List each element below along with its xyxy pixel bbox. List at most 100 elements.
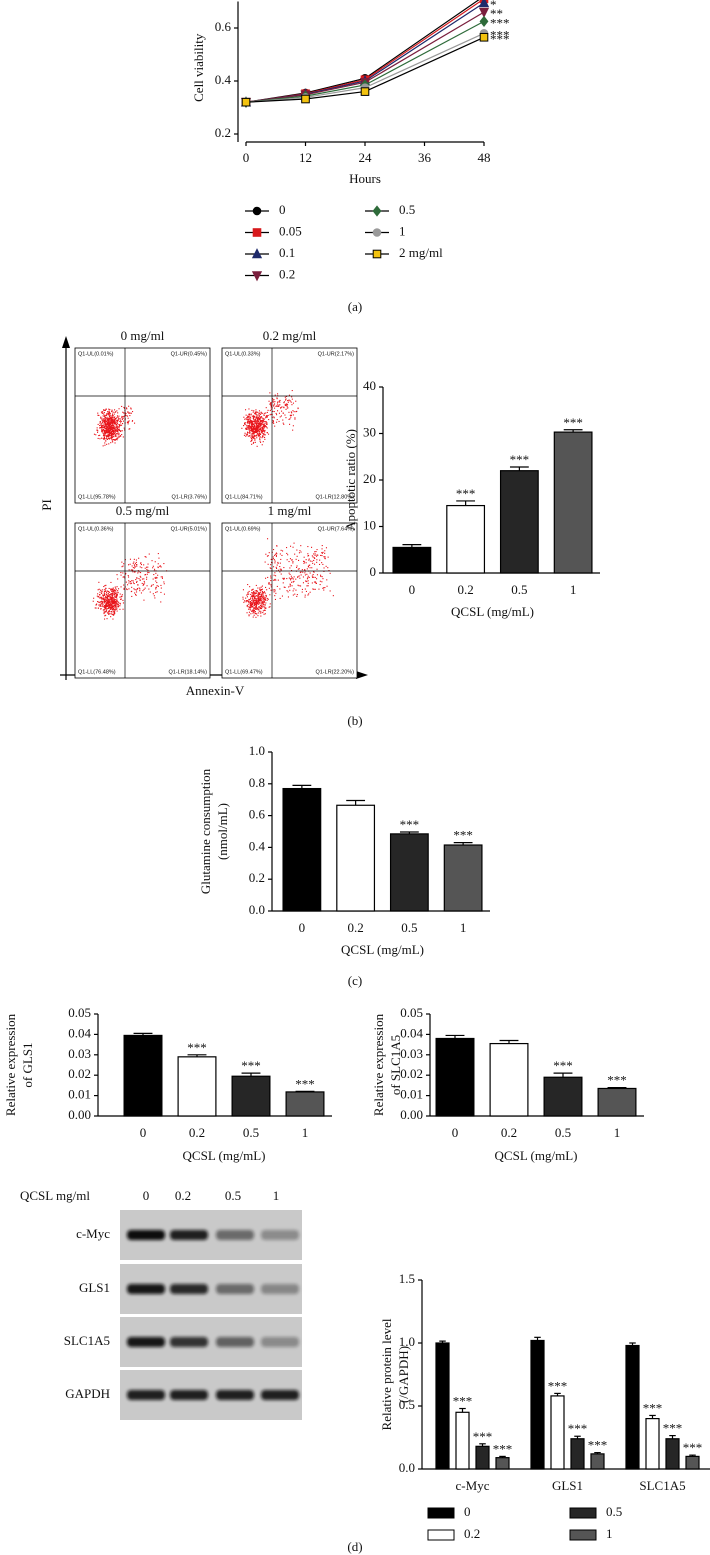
- flow-arrow: [62, 336, 70, 348]
- event-dot: [250, 425, 252, 427]
- event-dot: [104, 585, 106, 587]
- event-dot: [255, 414, 257, 416]
- event-dot: [105, 428, 107, 430]
- event-dot: [108, 428, 110, 430]
- event-dot: [115, 596, 117, 598]
- event-dot: [260, 604, 262, 606]
- event-dot: [260, 590, 262, 592]
- event-dot: [111, 429, 113, 431]
- event-dot: [251, 600, 253, 602]
- event-dot: [117, 430, 119, 432]
- event-dot: [118, 428, 120, 430]
- event-dot: [110, 611, 112, 613]
- event-dot: [256, 416, 258, 418]
- event-dot: [270, 589, 272, 591]
- event-dot: [102, 599, 104, 601]
- event-dot: [127, 417, 129, 419]
- event-dot: [313, 576, 315, 578]
- event-dot: [128, 420, 130, 422]
- event-dot: [103, 613, 105, 615]
- event-dot: [283, 586, 285, 588]
- event-dot: [110, 592, 112, 594]
- event-dot: [261, 591, 263, 593]
- event-dot: [102, 604, 104, 606]
- event-dot: [267, 555, 269, 557]
- event-dot: [143, 599, 145, 601]
- event-dot: [104, 431, 106, 433]
- event-dot: [312, 562, 314, 564]
- significance-label: ***: [490, 27, 510, 42]
- event-dot: [131, 586, 133, 588]
- event-dot: [103, 415, 105, 417]
- event-dot: [139, 575, 141, 577]
- event-dot: [246, 433, 248, 435]
- event-dot: [262, 612, 264, 614]
- event-dot: [329, 572, 331, 574]
- event-dot: [114, 601, 116, 603]
- event-dot: [106, 419, 108, 421]
- lane-label: 0: [143, 1188, 150, 1203]
- event-dot: [279, 399, 281, 401]
- quadrant-label: Q1-UL(0.33%): [225, 351, 261, 357]
- event-dot: [263, 424, 265, 426]
- event-dot: [244, 423, 246, 425]
- event-dot: [136, 564, 138, 566]
- event-dot: [112, 411, 114, 413]
- event-dot: [157, 566, 159, 568]
- event-dot: [152, 565, 154, 567]
- event-dot: [265, 595, 267, 597]
- legend-label: 0.05: [279, 223, 302, 238]
- event-dot: [324, 556, 326, 558]
- event-dot: [288, 586, 290, 588]
- bar: [553, 431, 593, 574]
- event-dot: [121, 595, 123, 597]
- event-dot: [122, 420, 124, 422]
- event-dot: [120, 422, 122, 424]
- event-dot: [291, 581, 293, 583]
- event-dot: [264, 436, 266, 438]
- event-dot: [257, 607, 259, 609]
- event-dot: [123, 406, 125, 408]
- event-dot: [246, 612, 248, 614]
- event-dot: [302, 571, 304, 573]
- event-dot: [101, 427, 103, 429]
- event-dot: [95, 604, 97, 606]
- event-dot: [285, 408, 287, 410]
- quadrant-label: Q1-UR(2.17%): [318, 351, 355, 357]
- event-dot: [276, 585, 278, 587]
- event-dot: [105, 425, 107, 427]
- event-dot: [136, 591, 138, 593]
- bar: [123, 1034, 163, 1117]
- event-dot: [272, 589, 274, 591]
- event-dot: [262, 420, 264, 422]
- event-dot: [250, 595, 252, 597]
- quadrant-label: Q1-UR(7.64%): [318, 526, 355, 532]
- event-dot: [258, 427, 260, 429]
- event-dot: [259, 428, 261, 430]
- event-dot: [245, 428, 247, 430]
- event-dot: [266, 599, 268, 601]
- event-dot: [151, 560, 153, 562]
- event-dot: [263, 601, 265, 603]
- event-dot: [268, 606, 270, 608]
- y-tick-label: 0.05: [68, 1005, 91, 1020]
- event-dot: [105, 587, 107, 589]
- legend-label: 0: [279, 202, 286, 217]
- event-dot: [115, 593, 117, 595]
- event-dot: [121, 424, 123, 426]
- blot-band: [216, 1284, 254, 1294]
- event-dot: [254, 611, 256, 613]
- event-dot: [116, 427, 118, 429]
- event-dot: [290, 411, 292, 413]
- event-dot: [125, 581, 127, 583]
- event-dot: [142, 584, 144, 586]
- event-dot: [261, 605, 263, 607]
- event-dot: [155, 572, 157, 574]
- event-dot: [303, 560, 305, 562]
- event-dot: [275, 566, 277, 568]
- event-dot: [128, 405, 130, 407]
- event-dot: [104, 618, 106, 620]
- event-dot: [249, 422, 251, 424]
- event-dot: [261, 435, 263, 437]
- event-dot: [254, 595, 256, 597]
